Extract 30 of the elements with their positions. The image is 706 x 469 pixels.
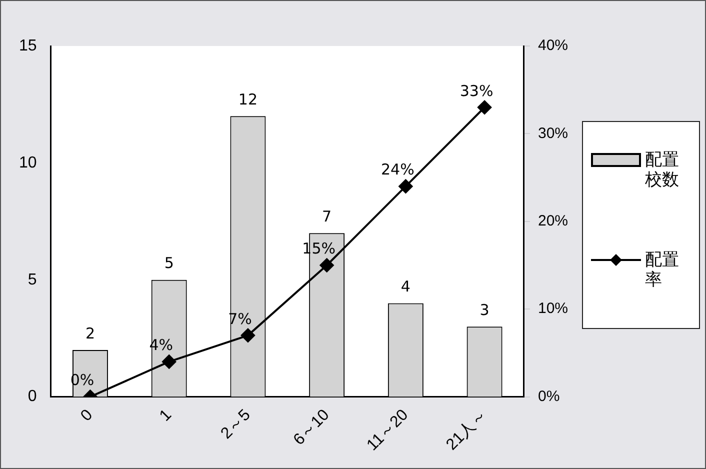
x-tick-label: 6～10 bbox=[290, 406, 333, 449]
y2-tick-label: 40% bbox=[538, 37, 568, 54]
legend-label: 配置率 bbox=[645, 250, 680, 290]
data-label: 12 bbox=[238, 90, 258, 109]
point bbox=[240, 328, 255, 342]
y2-tick-label: 10% bbox=[538, 300, 568, 318]
point bbox=[398, 179, 413, 194]
data-label: 24% bbox=[381, 160, 414, 179]
data-label: 7 bbox=[322, 207, 332, 226]
data-label: 5 bbox=[164, 254, 174, 272]
x-tick-label: 0 bbox=[78, 406, 96, 425]
x-tick-label: 21人～ bbox=[443, 406, 490, 454]
data-label: 2 bbox=[85, 324, 95, 342]
y-tick-label: 0 bbox=[28, 388, 37, 406]
x-tick-label: 2～5 bbox=[218, 406, 254, 442]
y-tick-label: 5 bbox=[28, 271, 37, 288]
y-tick-label: 15 bbox=[19, 37, 37, 54]
point bbox=[162, 354, 176, 369]
legend-label: 配置校数 bbox=[645, 150, 680, 190]
data-label: 4 bbox=[400, 278, 410, 296]
data-label: 3 bbox=[480, 301, 490, 320]
x-tick-label: 11～20 bbox=[364, 406, 412, 454]
y2-tick-label: 0% bbox=[538, 388, 560, 405]
data-label: 33% bbox=[460, 82, 494, 100]
y2-tick-label: 20% bbox=[538, 212, 568, 230]
point bbox=[320, 258, 334, 272]
y-tick-label: 10 bbox=[19, 154, 37, 172]
y2-tick-label: 30% bbox=[538, 124, 568, 142]
x-tick-label: 1 bbox=[156, 406, 176, 425]
point bbox=[478, 100, 492, 114]
